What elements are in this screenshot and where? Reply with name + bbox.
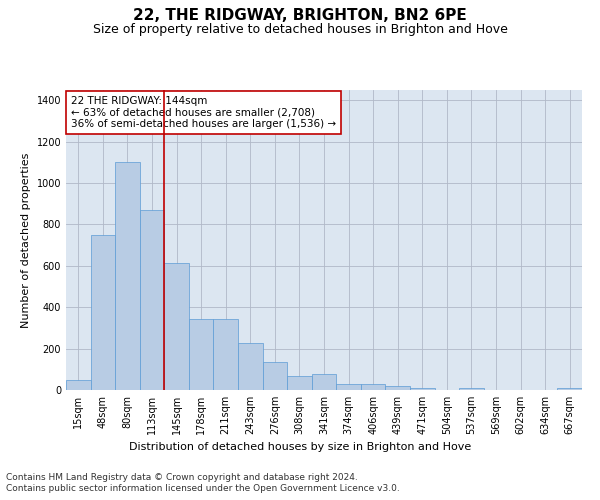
Bar: [287, 376, 312, 390]
Bar: [91, 235, 115, 390]
Bar: [164, 263, 189, 390]
Bar: [385, 386, 410, 390]
Y-axis label: Number of detached properties: Number of detached properties: [21, 152, 31, 328]
Bar: [410, 388, 434, 390]
Bar: [336, 384, 361, 390]
Text: Distribution of detached houses by size in Brighton and Hove: Distribution of detached houses by size …: [129, 442, 471, 452]
Bar: [361, 384, 385, 390]
Text: 22 THE RIDGWAY: 144sqm
← 63% of detached houses are smaller (2,708)
36% of semi-: 22 THE RIDGWAY: 144sqm ← 63% of detached…: [71, 96, 336, 129]
Bar: [238, 344, 263, 390]
Bar: [140, 210, 164, 390]
Bar: [189, 318, 214, 390]
Bar: [459, 388, 484, 390]
Bar: [115, 162, 140, 390]
Bar: [66, 380, 91, 390]
Text: Contains HM Land Registry data © Crown copyright and database right 2024.: Contains HM Land Registry data © Crown c…: [6, 472, 358, 482]
Bar: [263, 362, 287, 390]
Text: Contains public sector information licensed under the Open Government Licence v3: Contains public sector information licen…: [6, 484, 400, 493]
Bar: [312, 374, 336, 390]
Bar: [214, 318, 238, 390]
Text: 22, THE RIDGWAY, BRIGHTON, BN2 6PE: 22, THE RIDGWAY, BRIGHTON, BN2 6PE: [133, 8, 467, 22]
Bar: [557, 388, 582, 390]
Text: Size of property relative to detached houses in Brighton and Hove: Size of property relative to detached ho…: [92, 22, 508, 36]
